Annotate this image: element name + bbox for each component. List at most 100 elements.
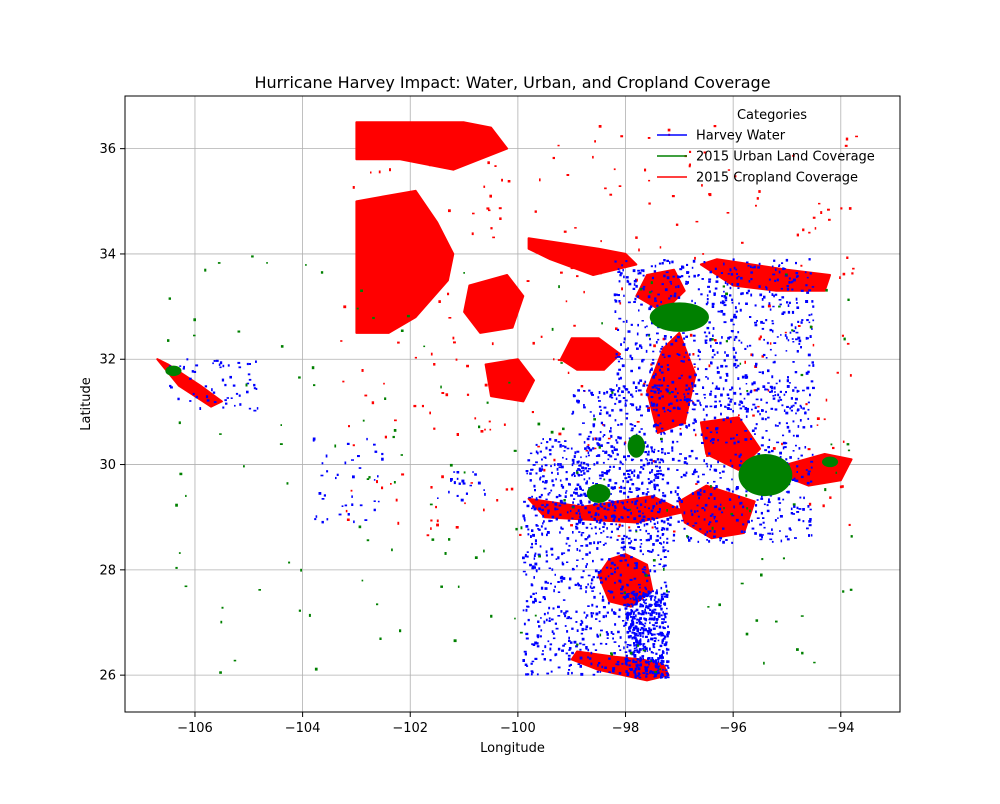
2015-cropland-coverage-point (428, 250, 431, 252)
harvey-water-point (724, 281, 727, 284)
harvey-water-point (579, 515, 581, 519)
2015-cropland-coverage-point (750, 353, 753, 357)
harvey-water-point (602, 435, 604, 438)
harvey-water-point (655, 539, 658, 542)
harvey-water-point (666, 595, 669, 598)
harvey-water-point (619, 272, 623, 275)
harvey-water-point (631, 500, 634, 504)
harvey-water-point (732, 437, 735, 440)
harvey-water-point (606, 637, 609, 639)
2015-cropland-coverage-point (400, 316, 403, 319)
harvey-water-point (733, 338, 736, 341)
harvey-water-point (637, 381, 640, 385)
harvey-water-point (636, 506, 639, 509)
harvey-water-point (562, 445, 565, 447)
harvey-water-point (770, 390, 773, 393)
harvey-water-point (709, 468, 711, 471)
2015-cropland-coverage-point (752, 414, 755, 417)
harvey-water-point (811, 328, 813, 330)
harvey-water-point (749, 390, 752, 394)
harvey-water-point (724, 365, 728, 368)
2015-urban-land-coverage-point (599, 633, 602, 637)
harvey-water-point (692, 259, 696, 263)
harvey-water-point (806, 337, 809, 340)
harvey-water-point (547, 512, 550, 515)
harvey-water-point (653, 424, 656, 427)
harvey-water-point (716, 275, 719, 279)
harvey-water-point (549, 438, 552, 441)
2015-cropland-coverage-point (376, 480, 378, 484)
harvey-water-point (579, 587, 583, 590)
harvey-water-point (547, 581, 549, 584)
harvey-water-point (550, 489, 553, 492)
harvey-water-point (626, 469, 629, 472)
harvey-water-point (628, 664, 631, 667)
harvey-water-point (565, 542, 568, 545)
harvey-water-point (719, 341, 722, 345)
harvey-water-point (643, 593, 647, 596)
2015-cropland-coverage-point (715, 264, 718, 268)
harvey-water-point (696, 510, 699, 513)
harvey-water-point (529, 452, 533, 455)
harvey-water-point (638, 618, 641, 622)
2015-cropland-coverage-point (638, 248, 640, 252)
harvey-water-point (611, 486, 615, 490)
harvey-water-point (604, 516, 608, 520)
harvey-water-point (646, 459, 649, 462)
harvey-water-point (708, 280, 711, 283)
2015-urban-land-coverage-point (221, 606, 224, 609)
2015-urban-land-coverage-point (379, 637, 382, 640)
harvey-water-point (610, 631, 613, 634)
harvey-water-point (637, 474, 640, 477)
harvey-water-point (611, 409, 614, 412)
harvey-water-point (326, 470, 329, 473)
harvey-water-point (610, 389, 614, 392)
2015-urban-land-coverage-point (515, 527, 518, 531)
harvey-water-point (796, 465, 799, 468)
harvey-water-point (656, 502, 658, 505)
harvey-water-point (738, 495, 740, 499)
harvey-water-point (655, 387, 658, 389)
harvey-water-point (634, 617, 636, 620)
harvey-water-point (544, 527, 547, 530)
2015-urban-land-coverage-point (745, 632, 749, 636)
harvey-water-point (575, 539, 577, 542)
harvey-water-point (660, 440, 663, 443)
harvey-water-point (585, 455, 588, 458)
x-tick-label: −106 (177, 721, 213, 736)
harvey-water-point (651, 404, 655, 407)
harvey-water-point (726, 393, 730, 396)
harvey-water-point (556, 467, 559, 471)
harvey-water-point (661, 663, 664, 666)
harvey-water-point (585, 481, 588, 485)
2015-cropland-coverage-point (650, 363, 653, 366)
2015-cropland-coverage-point (400, 311, 404, 314)
harvey-water-point (778, 379, 781, 383)
harvey-water-point (716, 351, 719, 354)
harvey-water-point (773, 294, 775, 298)
harvey-water-point (708, 331, 711, 335)
harvey-water-point (640, 303, 643, 306)
harvey-water-point (557, 591, 561, 593)
2015-cropland-coverage-point (414, 356, 417, 359)
harvey-water-point (643, 568, 647, 571)
2015-cropland-coverage-point (531, 411, 534, 414)
harvey-water-point (650, 591, 652, 594)
harvey-water-point (638, 366, 641, 370)
harvey-water-point (576, 450, 580, 453)
2015-urban-land-coverage-point (775, 620, 778, 623)
harvey-water-point (655, 652, 658, 655)
harvey-water-point (790, 397, 793, 400)
harvey-water-point (796, 302, 798, 304)
harvey-water-point (666, 633, 668, 636)
harvey-water-point (699, 401, 701, 405)
harvey-water-point (607, 601, 610, 605)
harvey-water-point (636, 618, 638, 621)
harvey-water-point (199, 407, 202, 410)
2015-urban-land-coverage-point (217, 262, 221, 264)
harvey-water-point (637, 526, 640, 528)
harvey-water-point (650, 550, 653, 553)
harvey-water-point (786, 285, 789, 288)
harvey-water-point (698, 350, 701, 353)
2015-urban-land-coverage-point (175, 566, 178, 569)
